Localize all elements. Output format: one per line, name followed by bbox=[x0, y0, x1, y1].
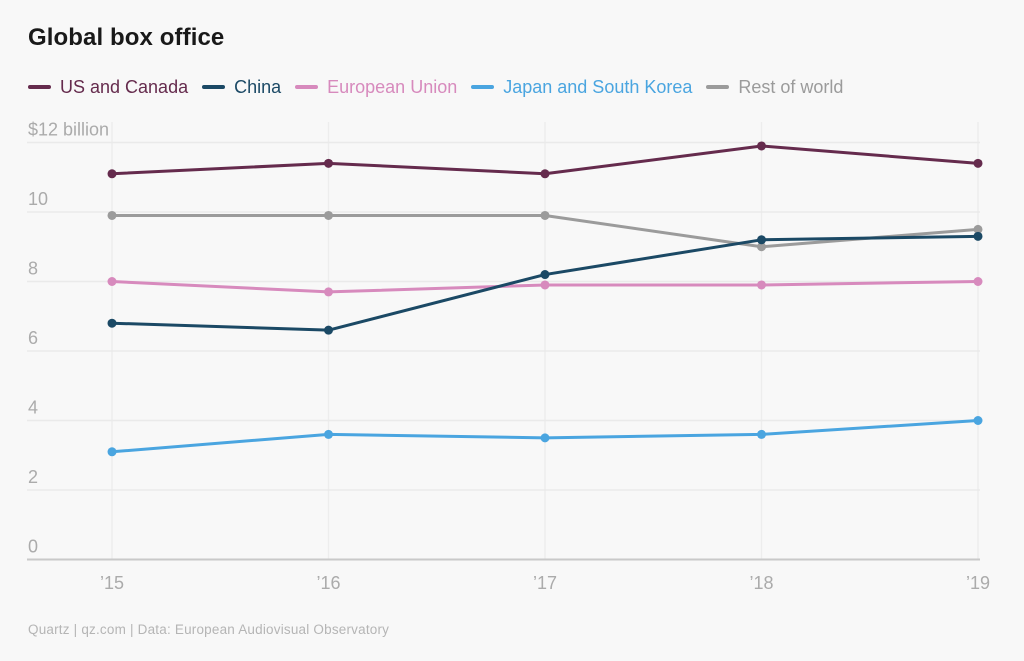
data-point-rest-of-world-0 bbox=[107, 210, 117, 220]
legend-label-rest-of-world: Rest of world bbox=[738, 76, 844, 97]
data-point-japan-and-south-korea-0 bbox=[107, 447, 117, 457]
y-axis-top-label: $12 billion bbox=[28, 120, 109, 140]
x-tick-label: ’15 bbox=[100, 573, 124, 593]
data-point-japan-and-south-korea-1 bbox=[324, 429, 333, 439]
data-point-european-union-1 bbox=[324, 287, 333, 297]
data-point-japan-and-south-korea-3 bbox=[757, 429, 766, 439]
legend-label-european-union: European Union bbox=[327, 76, 458, 97]
data-point-us-and-canada-2 bbox=[540, 169, 550, 179]
y-tick-label: 2 bbox=[28, 467, 38, 487]
legend-swatch-european-union bbox=[295, 85, 319, 89]
y-tick-label: 10 bbox=[28, 189, 48, 209]
data-point-us-and-canada-1 bbox=[324, 158, 333, 168]
y-tick-label: 0 bbox=[28, 537, 38, 557]
data-point-china-0 bbox=[107, 318, 117, 328]
legend-item-rest-of-world: Rest of world bbox=[706, 77, 843, 98]
legend-item-european-union: European Union bbox=[295, 77, 457, 98]
legend-label-japan-and-south-korea: Japan and South Korea bbox=[503, 76, 693, 97]
x-tick-label: ’17 bbox=[533, 573, 557, 593]
legend-item-japan-and-south-korea: Japan and South Korea bbox=[471, 77, 692, 98]
legend-label-us-and-canada: US and Canada bbox=[60, 76, 189, 97]
data-point-european-union-3 bbox=[757, 280, 766, 290]
data-point-rest-of-world-4 bbox=[973, 224, 983, 234]
legend-label-china: China bbox=[234, 76, 282, 97]
legend-swatch-china bbox=[202, 85, 226, 89]
x-tick-label: ’19 bbox=[966, 573, 990, 593]
y-tick-label: 8 bbox=[28, 259, 38, 279]
y-tick-label: 4 bbox=[28, 398, 38, 418]
legend-swatch-us-and-canada bbox=[28, 85, 51, 89]
data-point-china-3 bbox=[757, 235, 766, 245]
legend-item-us-and-canada: US and Canada bbox=[28, 77, 188, 98]
data-point-china-4 bbox=[973, 231, 983, 241]
data-point-rest-of-world-3 bbox=[757, 242, 766, 252]
data-point-us-and-canada-4 bbox=[973, 158, 983, 168]
x-tick-label: ’18 bbox=[749, 573, 773, 593]
data-point-rest-of-world-1 bbox=[324, 210, 333, 220]
source-attribution: Quartz | qz.com | Data: European Audiovi… bbox=[28, 622, 390, 637]
data-point-european-union-0 bbox=[107, 277, 117, 286]
legend: US and Canada China European Union Japan an… bbox=[28, 75, 843, 99]
data-point-us-and-canada-0 bbox=[107, 169, 117, 179]
data-point-japan-and-south-korea-4 bbox=[973, 416, 983, 425]
data-point-japan-and-south-korea-2 bbox=[540, 433, 550, 443]
legend-swatch-rest-of-world bbox=[706, 85, 730, 89]
legend-item-china: China bbox=[202, 77, 281, 98]
chart-title: Global box office bbox=[28, 24, 225, 51]
data-point-european-union-4 bbox=[973, 277, 983, 286]
data-point-china-2 bbox=[540, 270, 550, 280]
data-point-european-union-2 bbox=[540, 280, 550, 290]
data-point-china-1 bbox=[324, 325, 333, 335]
y-tick-label: 6 bbox=[28, 328, 38, 348]
x-tick-label: ’16 bbox=[316, 573, 340, 593]
legend-swatch-japan-and-south-korea bbox=[471, 85, 495, 89]
data-point-us-and-canada-3 bbox=[757, 141, 766, 151]
data-point-rest-of-world-2 bbox=[540, 210, 550, 220]
